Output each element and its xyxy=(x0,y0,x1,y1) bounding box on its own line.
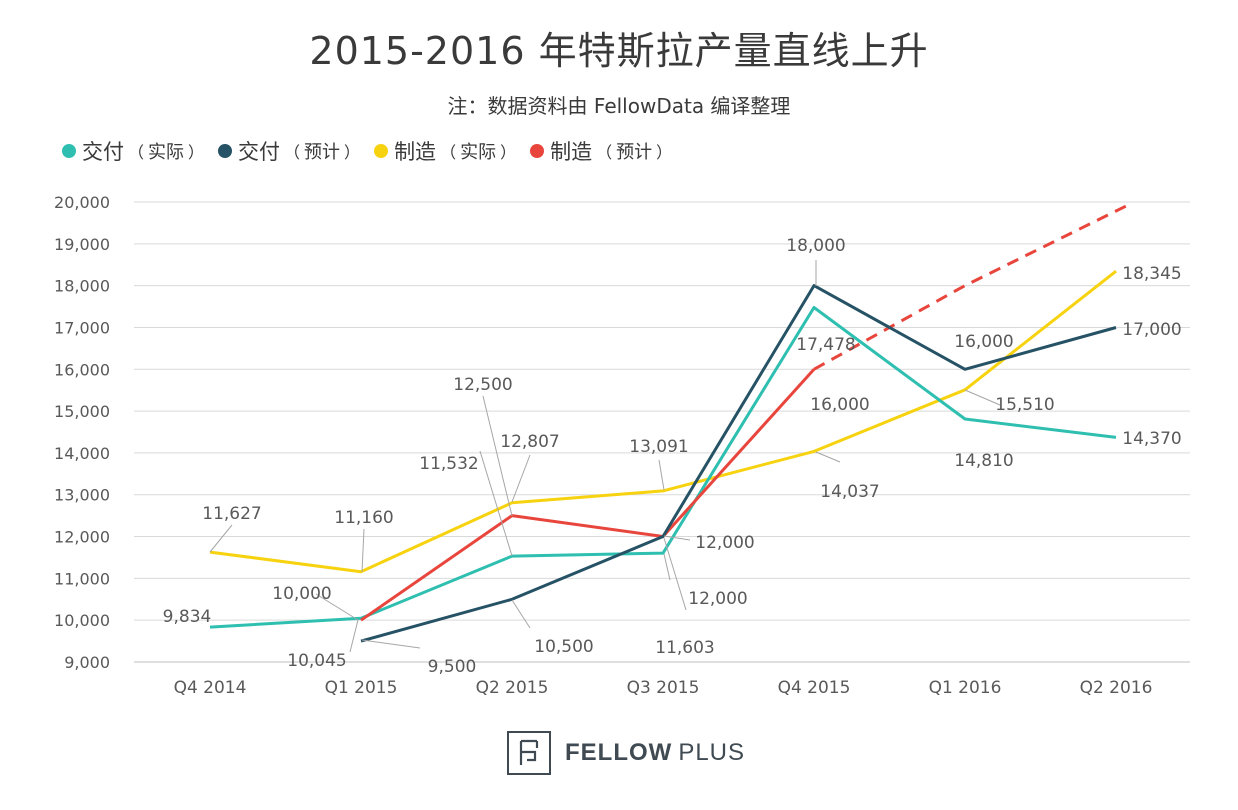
legend-item-delivery-actual: 交付 （ 实际 ） xyxy=(62,136,208,166)
legend-paren-open: （ xyxy=(596,143,613,162)
data-label: 12,807 xyxy=(500,432,559,452)
data-label: 11,160 xyxy=(334,508,393,528)
legend-label-main: 交付 xyxy=(82,140,124,164)
x-tick-label: Q3 2015 xyxy=(627,678,700,698)
data-label-leader-line xyxy=(964,389,1001,406)
series-line xyxy=(360,284,1117,643)
y-tick-label: 10,000 xyxy=(54,611,110,630)
legend-swatch xyxy=(374,144,389,158)
data-label-leader-line xyxy=(349,619,359,653)
data-label: 17,478 xyxy=(796,335,855,355)
legend-paren-close: ） xyxy=(656,143,673,162)
y-tick-label: 13,000 xyxy=(54,486,110,505)
data-label: 11,532 xyxy=(419,454,478,474)
data-label-leader-line xyxy=(315,593,359,621)
data-label: 9,500 xyxy=(428,657,477,677)
data-label: 14,037 xyxy=(820,482,879,502)
logo-text-light: PLUS xyxy=(678,739,746,766)
y-tick-label: 11,000 xyxy=(54,569,110,588)
x-tick-label: Q2 2015 xyxy=(476,678,549,698)
data-label-leader-line xyxy=(361,639,421,649)
legend-label-sub: 预计 xyxy=(304,142,341,163)
data-label: 12,000 xyxy=(688,589,747,609)
legend: 交付 （ 实际 ） 交付 （ 预计 ） 制造 （ 实际 ） 制造 （ 预计 ） xyxy=(62,136,686,166)
data-label-leader-line xyxy=(209,524,233,553)
data-label: 10,045 xyxy=(287,651,346,671)
legend-paren-close: ） xyxy=(500,143,517,162)
data-label: 13,091 xyxy=(629,437,688,457)
legend-label-sub: 预计 xyxy=(616,142,653,163)
legend-swatch xyxy=(218,144,233,158)
data-label-leader-line xyxy=(361,528,365,573)
series-line xyxy=(209,270,1117,574)
data-label-leader-line xyxy=(663,537,687,611)
data-label-leader-line xyxy=(511,599,531,629)
legend-paren-open: （ xyxy=(440,143,457,162)
data-label: 16,000 xyxy=(810,395,869,415)
series-line xyxy=(360,368,816,622)
series-line xyxy=(209,306,1117,629)
data-label: 10,500 xyxy=(534,637,593,657)
legend-paren-close: ） xyxy=(188,143,205,162)
legend-label-sub: 实际 xyxy=(460,142,497,163)
legend-paren-open: （ xyxy=(284,143,301,162)
y-tick-label: 18,000 xyxy=(54,277,110,296)
legend-paren-open: （ xyxy=(128,143,145,162)
data-label: 15,510 xyxy=(995,395,1054,415)
y-tick-label: 12,000 xyxy=(54,528,110,547)
data-label: 12,000 xyxy=(695,533,754,553)
data-label: 14,370 xyxy=(1122,429,1181,449)
chart-title: 2015-2016 年特斯拉产量直线上升 xyxy=(309,29,929,73)
logo-text-bold: FELLOW xyxy=(565,739,673,766)
data-label: 10,000 xyxy=(272,584,331,604)
data-label-leader-line xyxy=(663,535,691,541)
logo-mark-icon xyxy=(507,731,551,775)
legend-swatch xyxy=(62,144,76,158)
data-label-leader-line xyxy=(482,395,513,517)
y-tick-label: 14,000 xyxy=(54,444,110,463)
legend-item-production-forecast: 制造 （ 预计 ） xyxy=(530,136,676,166)
data-label-leader-line xyxy=(815,451,841,463)
x-tick-label: Q2 2016 xyxy=(1080,678,1153,698)
legend-item-delivery-forecast: 交付 （ 预计 ） xyxy=(218,136,364,166)
data-label: 18,000 xyxy=(786,236,845,256)
chart-subtitle: 注：数据资料由 FellowData 编译整理 xyxy=(447,94,791,118)
data-label-leader-line xyxy=(479,450,513,557)
data-label: 12,500 xyxy=(453,375,512,395)
x-tick-label: Q4 2015 xyxy=(778,678,851,698)
data-label: 18,345 xyxy=(1122,264,1181,284)
fellow-plus-logo: FELLOW PLUS xyxy=(507,731,745,775)
data-label: 11,603 xyxy=(655,638,714,658)
x-tick-label: Q1 2015 xyxy=(325,678,398,698)
data-label: 17,000 xyxy=(1122,320,1181,340)
legend-label-sub: 实际 xyxy=(148,142,185,163)
legend-swatch xyxy=(530,144,545,158)
legend-item-production-actual: 制造 （ 实际 ） xyxy=(374,136,520,166)
y-tick-label: 15,000 xyxy=(54,402,110,421)
data-label: 11,627 xyxy=(202,504,261,524)
data-label-leader-line xyxy=(663,553,671,581)
legend-label-main: 制造 xyxy=(394,140,437,164)
legend-paren-close: ） xyxy=(344,143,361,162)
data-label: 14,810 xyxy=(954,451,1013,471)
y-tick-label: 20,000 xyxy=(54,193,110,212)
x-tick-label: Q4 2014 xyxy=(174,678,247,698)
legend-label-main: 制造 xyxy=(550,140,593,164)
x-tick-label: Q1 2016 xyxy=(929,678,1002,698)
data-label: 16,000 xyxy=(954,332,1013,352)
y-tick-label: 16,000 xyxy=(54,360,110,379)
y-tick-label: 19,000 xyxy=(54,235,110,254)
legend-label-main: 交付 xyxy=(238,140,281,164)
y-tick-label: 9,000 xyxy=(64,653,110,672)
data-label-leader-line xyxy=(658,459,665,491)
data-label: 9,834 xyxy=(163,607,212,627)
data-label-leader-line xyxy=(511,454,531,503)
y-tick-label: 17,000 xyxy=(54,318,110,337)
